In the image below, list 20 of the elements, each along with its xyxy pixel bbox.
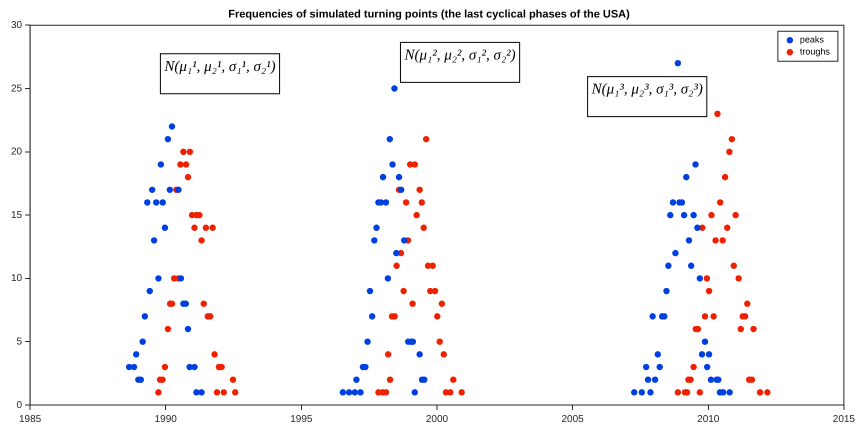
y-tick-label: 0 [16,400,23,411]
chart-title: Frequencies of simulated turning points (the last cyclical phases of the USA) [228,8,630,21]
annotation: N(μ₁¹, μ₂¹, σ₁¹, σ₂¹) [163,58,276,75]
legend-label: troughs [800,46,830,57]
annotation: N(μ₁², μ₂², σ₁², σ₂²) [403,47,516,64]
x-tick-label: 1995 [290,414,313,425]
x-tick-label: 2010 [697,414,720,425]
y-tick-label: 20 [11,146,23,158]
x-tick-label: 1985 [19,414,42,425]
y-tick-label: 10 [11,273,23,284]
y-tick-label: 5 [16,336,23,348]
x-tick-label: 2005 [562,414,584,425]
x-tick-label: 2000 [426,414,449,425]
y-tick-label: 15 [11,210,23,221]
x-tick-label: 2015 [832,414,856,425]
y-tick-label: 25 [11,83,23,94]
legend-label: peaks [800,34,824,45]
y-tick-label: 30 [11,20,23,31]
x-tick-label: 1990 [154,414,178,425]
annotation: N(μ₁³, μ₂³, σ₁³, σ₂³) [590,82,703,98]
